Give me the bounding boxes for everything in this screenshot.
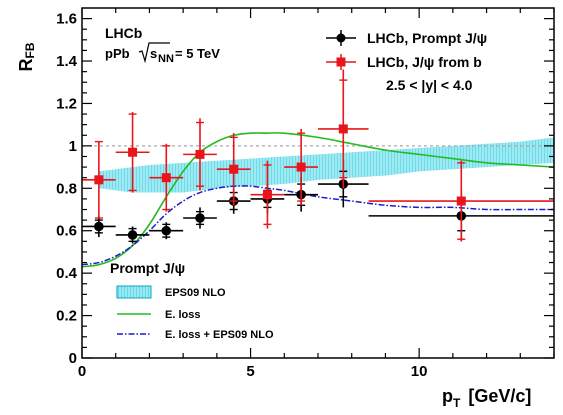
eps09-band bbox=[98, 137, 554, 193]
marker-circle bbox=[127, 230, 138, 240]
fromb-point-1 bbox=[115, 111, 150, 193]
marker-square bbox=[338, 124, 348, 134]
fromb-point-2 bbox=[149, 143, 184, 212]
rapidity-label: 2.5 < |y| < 4.0 bbox=[386, 77, 473, 93]
marker-square bbox=[128, 147, 138, 157]
system-label: pPb bbox=[105, 46, 130, 61]
marker-square bbox=[262, 190, 272, 200]
eloss-eps09-curve bbox=[81, 185, 554, 266]
theory-curves-layer bbox=[81, 132, 555, 268]
legend-bottom: Prompt J/ψ EPS09 NLO E. loss E. loss + E… bbox=[110, 260, 274, 341]
eps09-band-layer bbox=[98, 137, 554, 193]
x-axis-label-sub: T bbox=[453, 396, 461, 410]
y-tick-label: 0.6 bbox=[56, 223, 77, 240]
y-tick-label: 0.4 bbox=[56, 265, 78, 282]
y-axis-label-sub: FB bbox=[23, 42, 37, 58]
y-tick-label: 0 bbox=[69, 350, 77, 367]
marker-square bbox=[296, 162, 306, 172]
experiment-label: LHCb bbox=[105, 25, 142, 41]
y-tick-label: 1.4 bbox=[56, 53, 78, 70]
y-tick-label: 0.2 bbox=[56, 308, 77, 325]
eloss-curve bbox=[81, 132, 555, 268]
marker-circle bbox=[94, 221, 104, 232]
marker-square bbox=[161, 173, 171, 183]
legend-fromb-marker bbox=[326, 54, 356, 70]
y-tick-label: 0.8 bbox=[56, 180, 77, 197]
x-tick-label: 10 bbox=[411, 363, 428, 380]
theory-group-label: Prompt J/ψ bbox=[110, 260, 185, 276]
y-tick-label: 1.6 bbox=[56, 11, 77, 28]
marker-square bbox=[229, 164, 239, 174]
legend-eps09-label: EPS09 NLO bbox=[165, 287, 226, 299]
x-tick-label: 0 bbox=[78, 363, 86, 380]
system-energy-label: pPb s NN = 5 TeV bbox=[105, 42, 220, 65]
marker-circle bbox=[195, 213, 205, 223]
legend-fromb-label: LHCb, J/ψ from b bbox=[367, 54, 482, 70]
legend-eloss-label: E. loss bbox=[165, 309, 200, 321]
energy-sub-nn: NN bbox=[158, 53, 174, 65]
legend-prompt-marker bbox=[326, 30, 356, 46]
fromb-point-0 bbox=[82, 140, 116, 219]
legend-prompt-label: LHCb, Prompt J/ψ bbox=[367, 30, 487, 46]
marker-circle bbox=[161, 225, 172, 236]
prompt-point-3 bbox=[183, 207, 217, 229]
y-tick-label: 1 bbox=[69, 138, 77, 155]
axes-layer: 0 5 10 0 0.2 0.4 0.6 0.8 1 1.2 1.4 1.6 bbox=[56, 8, 555, 380]
x-tick-label: 5 bbox=[246, 363, 254, 380]
fromb-point-3 bbox=[183, 118, 217, 191]
y-axis-label: RFB bbox=[16, 42, 37, 71]
marker-square bbox=[195, 149, 205, 159]
data-points-layer bbox=[82, 69, 554, 244]
x-axis-label-unit: [GeV/c] bbox=[468, 386, 531, 406]
marker-square bbox=[456, 196, 466, 206]
fromb-point-6 bbox=[284, 128, 318, 206]
energy-sqrt-s: s bbox=[150, 46, 157, 61]
fromb-point-7 bbox=[318, 69, 369, 189]
energy-value: = 5 TeV bbox=[175, 46, 220, 61]
prompt-point-2 bbox=[149, 222, 184, 240]
y-tick-label: 1.2 bbox=[56, 95, 77, 112]
legend-eloss-eps09-label: E. loss + EPS09 NLO bbox=[165, 329, 274, 341]
x-axis-label: pT [GeV/c] bbox=[442, 386, 531, 410]
fromb-point-5 bbox=[250, 160, 285, 229]
legend-eps09-swatch bbox=[116, 285, 152, 299]
sqrt-symbol-icon bbox=[138, 42, 170, 64]
legend-top: LHCb, Prompt J/ψ LHCb, J/ψ from b 2.5 < … bbox=[326, 30, 487, 93]
marker-square bbox=[94, 175, 104, 185]
prompt-point-0 bbox=[82, 215, 116, 238]
prompt-point-1 bbox=[115, 226, 150, 244]
fromb-point-4 bbox=[216, 133, 251, 206]
fromb-point-8 bbox=[368, 160, 554, 242]
